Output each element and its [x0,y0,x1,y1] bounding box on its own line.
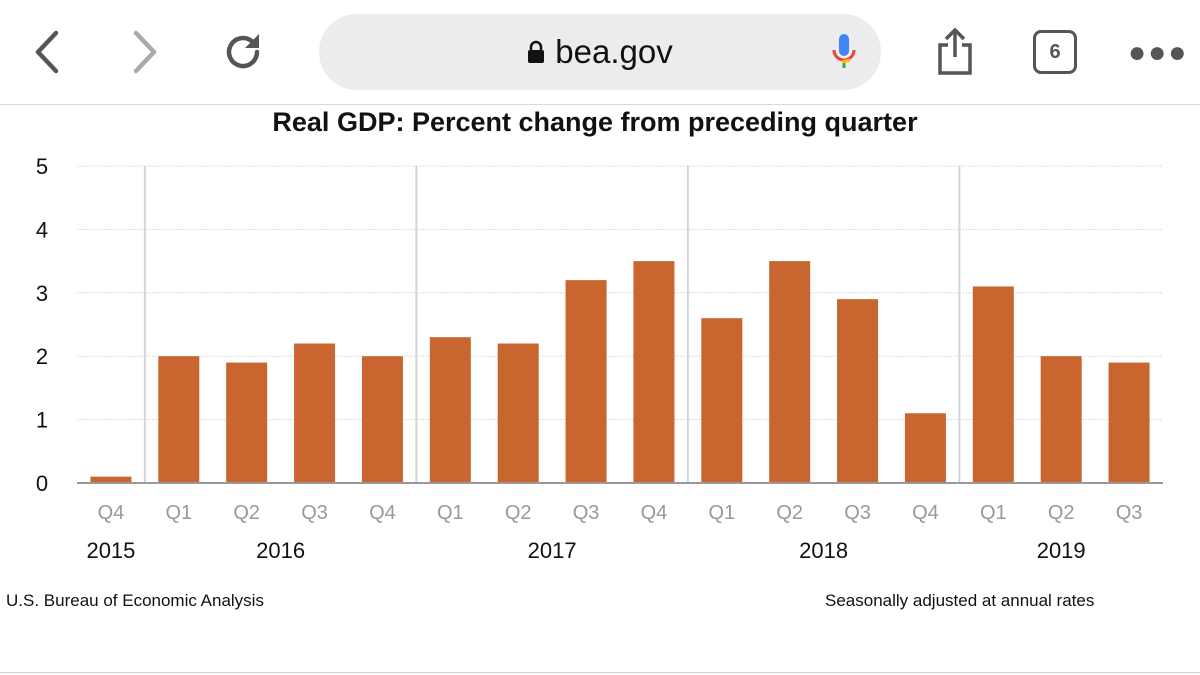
seasonal-note: Seasonally adjusted at annual rates [825,591,1095,610]
tab-count: 6 [1049,40,1061,63]
bar-q2 [497,343,539,483]
x-tick-label: Q1 [980,502,1007,524]
x-tick-label: Q3 [844,502,871,524]
bar-q2 [769,261,811,483]
share-icon [938,27,972,75]
chart-title: Real GDP: Percent change from preceding … [272,107,918,137]
x-tick-label: Q3 [301,502,328,524]
bar-q2 [226,362,268,483]
bar-q4 [361,356,403,483]
bar-q1 [972,286,1014,483]
bar-q1 [429,337,471,483]
bar-q3 [837,299,879,483]
x-tick-label: Q4 [912,502,939,524]
x-tick-label: Q3 [573,502,600,524]
bar-q3 [294,343,336,483]
reload-icon [226,34,260,69]
y-tick-label: 2 [36,344,48,369]
x-tick-label: Q3 [1116,502,1143,524]
forward-button[interactable] [120,24,170,80]
bar-q3 [1108,362,1150,483]
y-tick-label: 3 [36,281,48,306]
mic-icon[interactable] [831,32,857,72]
y-tick-label: 4 [36,217,48,242]
year-label: 2019 [1037,538,1086,563]
lock-icon [528,40,545,63]
browser-toolbar: bea.gov 6 ●●● [0,0,1200,105]
x-tick-label: Q4 [98,502,125,524]
share-button[interactable] [930,24,980,80]
url-text: bea.gov [555,33,673,70]
back-button[interactable] [22,24,72,80]
year-label: 2017 [528,538,577,563]
bar-q1 [701,318,743,483]
y-tick-label: 5 [36,154,48,179]
x-tick-label: Q1 [437,502,464,524]
forward-icon [133,30,157,74]
bar-q1 [158,356,200,483]
x-tick-label: Q2 [233,502,260,524]
source-note: U.S. Bureau of Economic Analysis [6,591,264,610]
address-bar[interactable]: bea.gov [319,14,881,90]
x-tick-label: Q4 [369,502,396,524]
divider [0,672,1200,673]
x-tick-label: Q2 [776,502,803,524]
x-tick-label: Q1 [708,502,735,524]
bar-q4 [633,261,675,483]
bar-q4 [904,413,946,483]
year-label: 2015 [86,538,135,563]
y-tick-label: 0 [36,471,48,496]
more-icon[interactable]: ●●● [1128,36,1189,69]
bar-q2 [1040,356,1082,483]
bar-q3 [565,280,607,483]
x-tick-label: Q2 [505,502,532,524]
year-label: 2018 [799,538,848,563]
tabs-button[interactable]: 6 [1033,30,1077,74]
x-tick-label: Q1 [165,502,192,524]
reload-button[interactable] [218,24,268,80]
bar-q4 [90,476,132,483]
x-tick-label: Q2 [1048,502,1075,524]
y-tick-label: 1 [36,408,48,433]
x-tick-label: Q4 [641,502,668,524]
year-label: 2016 [256,538,305,563]
back-icon [35,30,59,74]
